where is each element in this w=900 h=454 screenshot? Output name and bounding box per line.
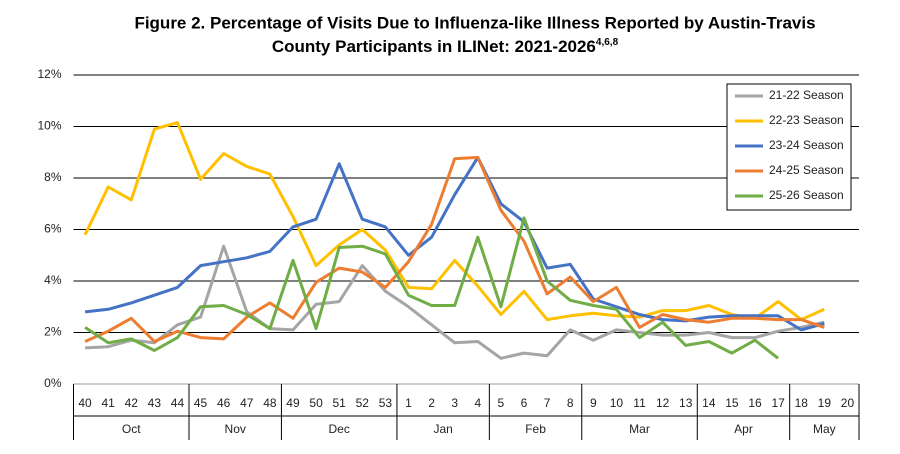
x-tick-label: 14 <box>702 396 716 410</box>
series-line <box>84 216 780 360</box>
series-line <box>85 244 825 360</box>
x-tick-label: 49 <box>286 396 300 410</box>
x-tick-label: 44 <box>171 396 185 410</box>
chart-title: County Participants in ILINet: 2021-2026 <box>272 37 596 56</box>
x-tick-label: 13 <box>679 396 693 410</box>
month-label: Apr <box>734 422 753 436</box>
x-tick-label: 42 <box>125 396 139 410</box>
y-tick-label: 6% <box>44 222 62 236</box>
x-tick-label: 6 <box>521 396 528 410</box>
x-tick-label: 3 <box>451 396 458 410</box>
x-tick-label: 15 <box>725 396 739 410</box>
legend-label: 23-24 Season <box>769 138 844 152</box>
x-tick-label: 11 <box>633 396 646 410</box>
x-tick-label: 18 <box>795 396 809 410</box>
y-tick-label: 4% <box>44 273 62 287</box>
x-tick-label: 7 <box>544 396 551 410</box>
x-tick-label: 52 <box>356 396 370 410</box>
title-superscript: 4,6,8 <box>596 37 619 48</box>
x-tick-label: 8 <box>567 396 574 410</box>
x-tick-label: 48 <box>263 396 277 410</box>
y-tick-label: 2% <box>44 325 62 339</box>
x-tick-label: 4 <box>474 396 481 410</box>
month-label: Feb <box>525 422 546 436</box>
x-tick-label: 19 <box>818 396 832 410</box>
x-tick-label: 10 <box>610 396 624 410</box>
legend-label: 22-23 Season <box>769 113 844 127</box>
x-tick-label: 50 <box>309 396 323 410</box>
x-tick-label: 20 <box>841 396 855 410</box>
month-label: May <box>813 422 836 436</box>
series-line <box>84 155 825 343</box>
x-tick-label: 45 <box>194 396 208 410</box>
x-tick-label: 53 <box>379 396 393 410</box>
y-tick-label: 10% <box>37 119 61 133</box>
month-label: Dec <box>329 422 350 436</box>
x-tick-label: 9 <box>590 396 597 410</box>
x-tick-label: 41 <box>101 396 115 410</box>
y-tick-label: 0% <box>44 376 62 390</box>
x-tick-label: 5 <box>498 396 505 410</box>
x-tick-label: 40 <box>78 396 92 410</box>
series-line <box>84 155 825 332</box>
month-label: Nov <box>225 422 246 436</box>
y-tick-label: 12% <box>37 67 61 81</box>
x-tick-label: 16 <box>748 396 762 410</box>
series-line <box>83 121 825 322</box>
x-tick-label: 51 <box>333 396 347 410</box>
legend-label: 25-26 Season <box>769 188 844 202</box>
legend-label: 24-25 Season <box>769 163 844 177</box>
x-tick-label: 12 <box>656 396 670 410</box>
month-label: Mar <box>629 422 650 436</box>
x-tick-label: 46 <box>217 396 231 410</box>
x-tick-label: 47 <box>240 396 254 410</box>
x-tick-label: 17 <box>771 396 785 410</box>
x-tick-label: 1 <box>405 396 412 410</box>
x-tick-label: 43 <box>148 396 162 410</box>
chart-title: Figure 2. Percentage of Visits Due to In… <box>134 13 815 32</box>
y-tick-label: 8% <box>44 170 62 184</box>
x-tick-label: 2 <box>428 396 435 410</box>
legend-label: 21-22 Season <box>769 88 844 102</box>
month-label: Oct <box>122 422 141 436</box>
month-label: Jan <box>433 422 452 436</box>
chart-title: County Participants in ILINet: 2021-2026… <box>272 37 619 57</box>
